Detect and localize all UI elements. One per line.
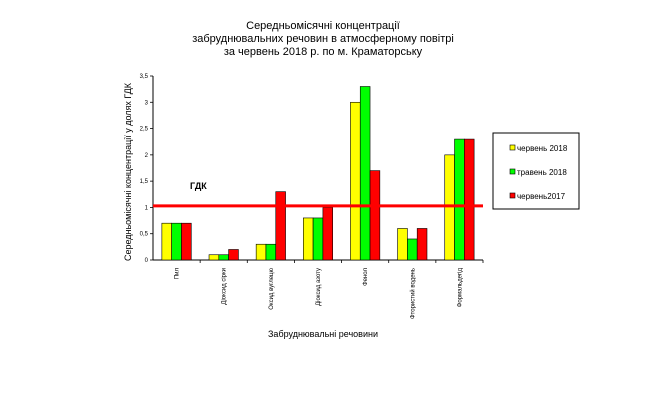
chart-title-line-3: за червень 2018 р. по м. Краматорську [224,46,423,58]
bar [218,254,229,261]
gdk-label: ГДК [190,181,207,191]
legend-swatch-may-2018 [509,168,516,175]
y-tick-label: 3,5 [140,74,149,80]
bar [275,191,286,261]
bar [350,101,361,261]
legend-swatch-june-2017 [509,192,516,199]
category-label: Фенол [363,268,369,286]
bar [416,228,428,261]
bar [302,217,314,261]
category-label: Пил [175,268,181,280]
bar [255,243,267,261]
chart-title-line-2: забруднювальних речовин в атмосферному п… [192,33,454,45]
legend-label-june-2018: червень 2018 [517,144,568,153]
y-axis-label: Середньомісячні концентрації у долях ГДК [123,82,133,261]
bar [171,222,182,261]
y-tick-label: 1,5 [140,179,149,185]
legend-swatch-june-2018 [509,144,516,151]
bar [265,243,277,261]
bar [181,222,192,261]
legend: червень 2018 травень 2018 червень2017 [492,132,580,210]
y-tick-label: 0,5 [140,232,149,238]
bar [161,222,172,261]
bar [397,228,408,261]
bar [359,86,371,261]
category-label: Діоксид сірки [222,268,228,305]
chart-title-line-1: Середньомісячні концентрації [246,20,400,32]
legend-box [492,132,580,210]
x-axis-label: Забруднювальні речовини [268,329,378,339]
bar [454,138,465,261]
bar [407,238,418,261]
bar [322,207,333,261]
plot-area: 0 0,5 1 1,5 2 2,5 3 3,5 Пил Діоксид сірки Оксид ву… [140,74,484,319]
category-label: Оксид вуглецю [269,268,275,310]
category-label: Фтористий водень [409,268,416,319]
bar [464,138,475,261]
bar [312,217,324,261]
y-tick-label: 2,5 [140,127,149,133]
bar [369,170,381,261]
legend-label-june-2017: червень2017 [517,192,566,201]
y-tick-label: 0 [145,258,149,264]
bar [444,154,455,261]
y-tick-label: 1 [145,205,149,211]
category-label: Формальдегід [457,268,463,308]
bar [228,249,239,261]
y-tick-label: 2 [145,153,149,159]
legend-label-may-2018: травень 2018 [517,168,567,177]
category-label: Діоксид азоту [316,268,322,306]
y-tick-label: 3 [145,100,149,106]
bar [208,254,220,261]
